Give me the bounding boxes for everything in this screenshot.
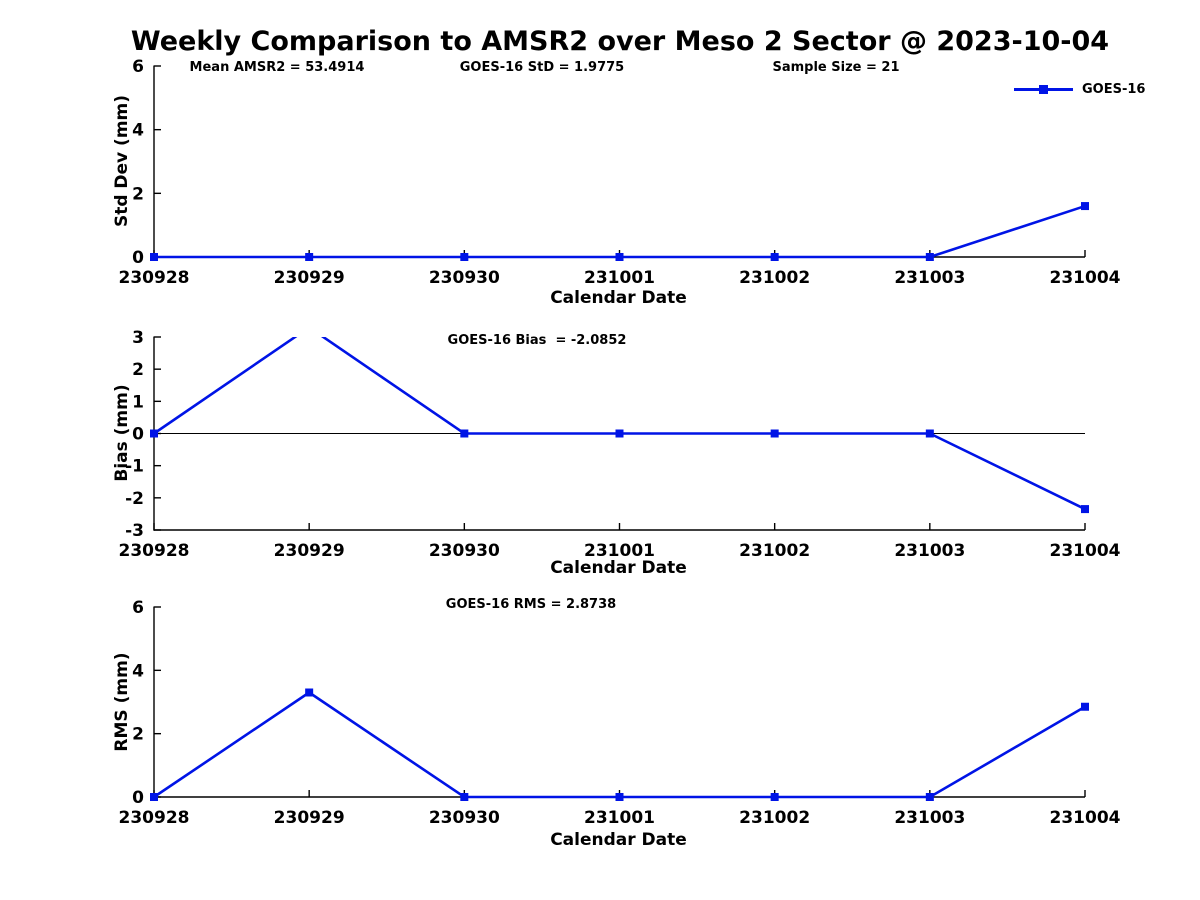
legend-line-sample (1014, 84, 1073, 94)
svg-text:231003: 231003 (894, 541, 965, 561)
xlabel-calendar-date-middle: Calendar Date (550, 558, 687, 578)
svg-text:-1: -1 (125, 457, 144, 477)
svg-text:230928: 230928 (119, 808, 190, 828)
svg-text:230928: 230928 (119, 268, 190, 288)
svg-text:0: 0 (132, 425, 144, 445)
svg-text:230929: 230929 (274, 268, 345, 288)
svg-text:6: 6 (132, 598, 144, 618)
annotation-goes16-rms: GOES-16 RMS = 2.8738 (445, 597, 617, 612)
svg-text:4: 4 (132, 661, 144, 681)
figure-title: Weekly Comparison to AMSR2 over Meso 2 S… (130, 26, 1110, 57)
xlabel-calendar-date-bottom: Calendar Date (550, 830, 687, 850)
chart-bias-axes: -3 -2 -1 0 1 2 3 230928 230929 230930 231001 231002… (119, 328, 1121, 561)
annotation-sample-size: Sample Size = 21 (772, 60, 900, 75)
chart-std-dev-series-goes-16 (150, 202, 1089, 261)
ylabel-bias: Bias (mm) (112, 384, 132, 482)
svg-text:231001: 231001 (584, 541, 655, 561)
chart-bias-series-goes-16 (150, 337, 1089, 514)
svg-text:2: 2 (132, 360, 144, 380)
svg-text:230930: 230930 (429, 808, 500, 828)
annotation-goes16-bias: GOES-16 Bias = -2.0852 (447, 333, 627, 348)
svg-text:231004: 231004 (1050, 808, 1121, 828)
svg-text:231003: 231003 (894, 268, 965, 288)
svg-text:231003: 231003 (894, 808, 965, 828)
svg-text:231001: 231001 (584, 268, 655, 288)
svg-text:-3: -3 (125, 521, 144, 541)
ylabel-std-dev: Std Dev (mm) (112, 94, 132, 228)
svg-text:1: 1 (132, 392, 144, 412)
chart-rms-series-goes-16 (150, 688, 1089, 801)
svg-text:231002: 231002 (739, 808, 810, 828)
annotation-goes16-std: GOES-16 StD = 1.9775 (459, 60, 625, 75)
svg-text:6: 6 (132, 57, 144, 77)
chart-rms-axes: 0 2 4 6 230928 230929 230930 231001 231002 231003… (119, 598, 1121, 828)
svg-text:2: 2 (132, 725, 144, 745)
svg-text:4: 4 (132, 121, 144, 141)
annotation-mean-amsr2: Mean AMSR2 = 53.4914 (189, 60, 365, 75)
svg-text:231002: 231002 (739, 268, 810, 288)
svg-text:230929: 230929 (274, 541, 345, 561)
svg-text:231004: 231004 (1050, 268, 1121, 288)
svg-text:230930: 230930 (429, 541, 500, 561)
legend-label: GOES-16 (1082, 81, 1146, 97)
svg-text:230929: 230929 (274, 808, 345, 828)
svg-text:231001: 231001 (584, 808, 655, 828)
svg-text:0: 0 (132, 248, 144, 268)
svg-text:-2: -2 (125, 489, 144, 509)
legend-marker (1039, 84, 1048, 94)
xlabel-calendar-date-top: Calendar Date (550, 288, 687, 308)
svg-text:2: 2 (132, 184, 144, 204)
ylabel-rms: RMS (mm) (112, 652, 132, 752)
svg-text:231004: 231004 (1050, 541, 1121, 561)
svg-text:3: 3 (132, 328, 144, 348)
svg-text:231002: 231002 (739, 541, 810, 561)
chart-std-dev-axes: 0 2 4 6 230928 230929 230930 231001 231002 231003… (119, 57, 1121, 288)
svg-text:230930: 230930 (429, 268, 500, 288)
svg-text:0: 0 (132, 788, 144, 808)
svg-text:230928: 230928 (119, 541, 190, 561)
legend: GOES-16 (1014, 81, 1145, 97)
